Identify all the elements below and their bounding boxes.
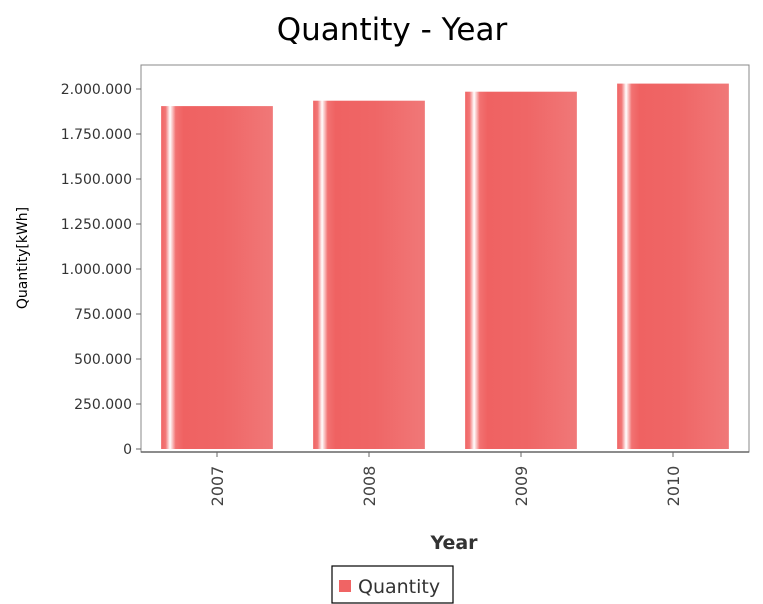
bar-2007 <box>161 106 273 449</box>
y-tick-label: 1.000.000 <box>61 262 132 278</box>
y-tick-label: 2.000.000 <box>61 82 132 98</box>
y-axis: 0 250.000 500.000 750.000 1.000.000 1.250.000… <box>61 82 141 458</box>
legend: Quantity <box>331 565 454 604</box>
bar-2010 <box>617 83 729 449</box>
y-axis-label: Quantity[kWh] <box>15 207 31 309</box>
bar-2009 <box>465 91 577 449</box>
y-tick-label: 1.500.000 <box>61 172 132 188</box>
x-tick-label-2010: 2010 <box>664 466 683 507</box>
legend-box <box>331 565 454 604</box>
legend-swatch-quantity <box>339 580 351 592</box>
y-tick-label: 0 <box>123 442 132 458</box>
x-tick-label-2008: 2008 <box>360 466 379 507</box>
chart-title: Quantity - Year <box>277 12 508 48</box>
y-tick-label: 1.750.000 <box>61 127 132 143</box>
legend-label-quantity: Quantity <box>358 576 440 598</box>
y-tick-label: 750.000 <box>74 307 132 323</box>
bars <box>161 83 729 449</box>
x-axis-label: Year <box>429 532 478 554</box>
y-tick-label: 1.250.000 <box>61 217 132 233</box>
y-tick-label: 500.000 <box>74 352 132 368</box>
x-tick-label-2009: 2009 <box>512 466 531 507</box>
x-axis: 2007 2008 2009 2010 <box>141 451 749 507</box>
y-tick-label: 250.000 <box>74 397 132 413</box>
bar-2008 <box>313 100 425 449</box>
x-tick-label-2007: 2007 <box>208 466 227 507</box>
